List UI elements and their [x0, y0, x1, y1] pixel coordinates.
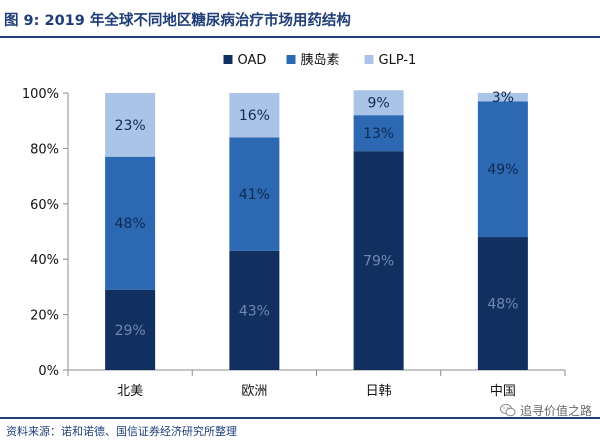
legend-swatch — [364, 55, 374, 64]
figure-title-text: 2019 年全球不同地区糖尿病治疗市场用药结构 — [44, 13, 351, 29]
data-label: 43% — [239, 303, 270, 319]
wechat-icon — [499, 404, 516, 417]
y-tick-label: 0% — [38, 364, 59, 379]
legend-swatch — [286, 55, 296, 64]
data-label: 41% — [239, 187, 270, 203]
y-tick-label: 80% — [30, 142, 59, 157]
data-label: 9% — [368, 96, 390, 112]
bar-glp-1-segment — [229, 93, 280, 138]
chart: OAD 胰岛素 GLP-1 0% 20% 40% 60% 80% 100% 29% 48% 23% 北美… — [22, 52, 566, 399]
data-label: 49% — [487, 162, 518, 178]
x-tick-label: 日韩 — [366, 384, 392, 399]
bar-glp-1-segment — [353, 90, 404, 116]
bar---segment — [353, 115, 404, 152]
watermark: 追寻价值之路 — [499, 402, 592, 419]
x-tick-label: 北美 — [117, 384, 143, 399]
bar-oad-segment — [105, 289, 156, 370]
data-label: 48% — [115, 216, 146, 232]
figure-title: 图 9: 2019 年全球不同地区糖尿病治疗市场用药结构 — [4, 9, 351, 30]
legend-swatch — [223, 55, 233, 64]
x-tick-label: 中国 — [490, 384, 516, 399]
data-label: 48% — [487, 297, 518, 313]
bar-oad-segment — [229, 250, 280, 370]
bar---segment — [105, 156, 156, 290]
data-label: 16% — [239, 108, 270, 124]
y-tick-label: 60% — [30, 198, 59, 213]
bar-glp-1-segment — [477, 93, 528, 102]
x-tick-label: 欧洲 — [241, 384, 267, 399]
y-tick-label: 40% — [30, 253, 59, 268]
bar---segment — [229, 137, 280, 251]
data-label: 79% — [363, 254, 394, 270]
y-tick-label: 20% — [30, 309, 59, 324]
title-bar: 图 9: 2019 年全球不同地区糖尿病治疗市场用药结构 — [0, 0, 600, 38]
data-label: 29% — [115, 323, 146, 339]
y-tick-label: 100% — [22, 87, 59, 102]
data-label: 13% — [363, 126, 394, 142]
legend-label: OAD — [238, 53, 267, 68]
watermark-text: 追寻价值之路 — [519, 404, 592, 418]
bar-oad-segment — [353, 151, 404, 370]
data-label: 23% — [115, 118, 146, 134]
figure-label: 图 9: — [4, 13, 40, 29]
source-text: 资料来源：诺和诺德、国信证券经济研究所整理 — [6, 425, 237, 438]
bar---segment — [477, 101, 528, 238]
bar-oad-segment — [477, 237, 528, 370]
source-bar: 资料来源：诺和诺德、国信证券经济研究所整理 — [0, 417, 600, 441]
legend-label: 胰岛素 — [301, 52, 340, 68]
data-label: 3% — [492, 90, 514, 106]
legend-label: GLP-1 — [379, 53, 417, 68]
bar-glp-1-segment — [105, 93, 156, 157]
